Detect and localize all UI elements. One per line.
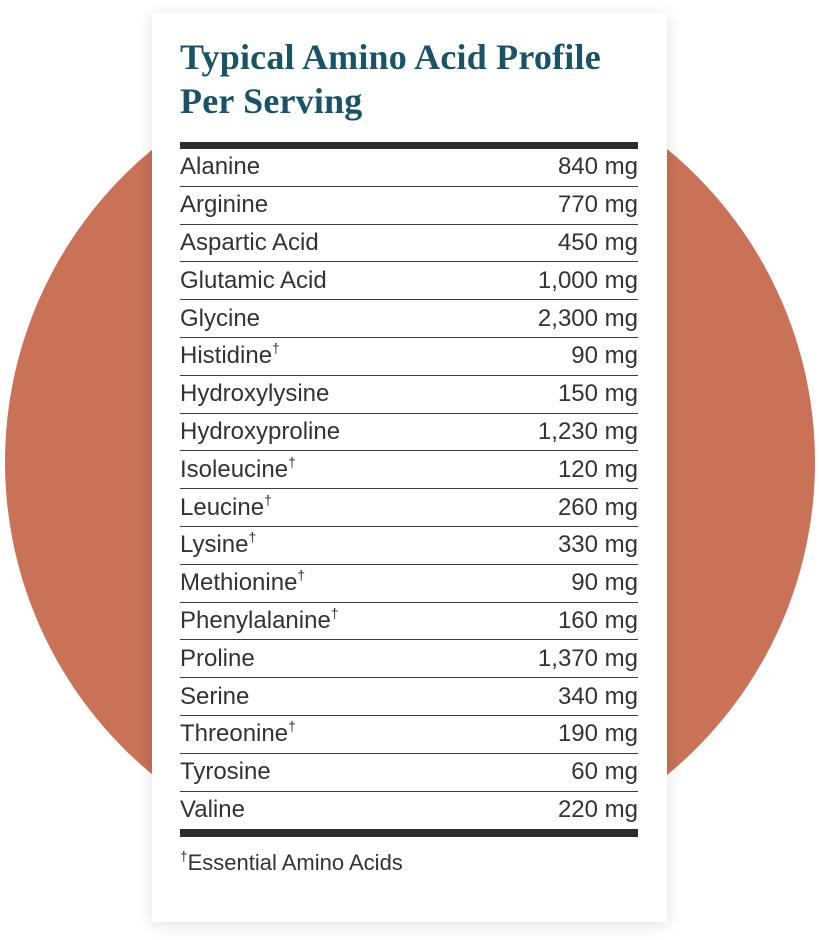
essential-footnote: †Essential Amino Acids [180,850,638,876]
amino-name: Tyrosine [180,758,271,786]
amino-name: Alanine [180,153,261,181]
dagger-superscript: † [288,453,296,470]
amino-amount: 840 mg [557,153,638,181]
amino-name: Hydroxylysine [180,380,330,408]
table-row: Valine 220 mg [180,792,638,830]
card-title-line-2: Per Serving [180,81,363,121]
table-row: Lysine† 330 mg [180,527,638,565]
amino-name: Histidine† [180,340,280,370]
table-row: Histidine† 90 mg [180,338,638,376]
card-title: Typical Amino Acid Profile Per Serving [180,35,638,123]
table-row: Alanine 840 mg [180,149,638,187]
title-divider-rule [180,142,638,149]
card-title-line-1: Typical Amino Acid Profile [180,37,601,77]
table-row: Methionine† 90 mg [180,565,638,603]
amino-name: Isoleucine† [180,453,296,483]
table-row: Proline 1,370 mg [180,640,638,679]
amino-name: Arginine [180,191,269,219]
amino-amount: 150 mg [557,380,638,408]
amino-amount: 90 mg [571,342,638,370]
amino-amount: 1,370 mg [537,644,638,672]
amino-name: Hydroxyproline [180,417,341,445]
dagger-superscript: † [288,718,296,735]
footnote-text: Essential Amino Acids [187,850,403,876]
table-bottom-rule [180,829,638,838]
amino-amount: 190 mg [557,720,638,748]
amino-name: Phenylalanine† [180,604,339,634]
table-row: Aspartic Acid 450 mg [180,225,638,263]
dagger-superscript: † [330,604,339,621]
amino-name: Aspartic Acid [180,228,319,256]
dagger-superscript: † [264,491,272,508]
table-row: Leucine† 260 mg [180,489,638,527]
dagger-superscript: † [297,567,306,584]
amino-amount: 770 mg [557,191,638,219]
table-row: Glycine 2,300 mg [180,300,638,338]
dagger-superscript: † [248,529,257,546]
amino-name: Lysine† [180,529,257,559]
amino-name: Leucine† [180,491,272,521]
dagger-superscript: † [272,340,280,357]
table-row: Threonine† 190 mg [180,716,638,754]
amino-name: Threonine† [180,718,296,748]
table-row: Hydroxyproline 1,230 mg [180,414,638,452]
amino-name: Glutamic Acid [180,266,327,294]
amino-name: Proline [180,644,255,672]
amino-acid-table: Alanine 840 mg Arginine 770 mg Aspartic … [180,149,638,829]
amino-amount: 120 mg [557,455,638,483]
table-row: Serine 340 mg [180,678,638,716]
table-row: Glutamic Acid 1,000 mg [180,262,638,301]
amino-amount: 60 mg [571,758,638,786]
amino-amount: 1,230 mg [537,417,638,445]
amino-amount: 2,300 mg [537,304,638,332]
amino-name: Valine [180,796,245,824]
amino-amount: 160 mg [557,606,638,634]
amino-amount: 1,000 mg [537,266,638,294]
amino-amount: 220 mg [557,796,638,824]
amino-name: Glycine [180,304,261,332]
amino-amount: 450 mg [557,228,638,256]
table-row: Phenylalanine† 160 mg [180,603,638,641]
amino-amount: 340 mg [557,682,638,710]
dagger-symbol: † [180,849,188,865]
table-row: Tyrosine 60 mg [180,754,638,792]
amino-name: Serine [180,682,250,710]
amino-name: Methionine† [180,567,306,597]
table-row: Hydroxylysine 150 mg [180,376,638,414]
table-row: Isoleucine† 120 mg [180,451,638,490]
amino-amount: 260 mg [557,493,638,521]
amino-acid-profile-card: Typical Amino Acid Profile Per Serving A… [152,13,667,922]
amino-amount: 90 mg [571,569,638,597]
table-row: Arginine 770 mg [180,187,638,225]
amino-amount: 330 mg [557,531,638,559]
